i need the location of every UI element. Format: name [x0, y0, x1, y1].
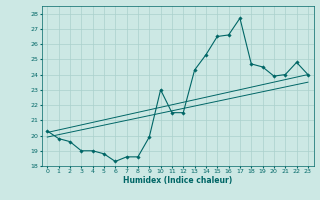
X-axis label: Humidex (Indice chaleur): Humidex (Indice chaleur): [123, 176, 232, 185]
